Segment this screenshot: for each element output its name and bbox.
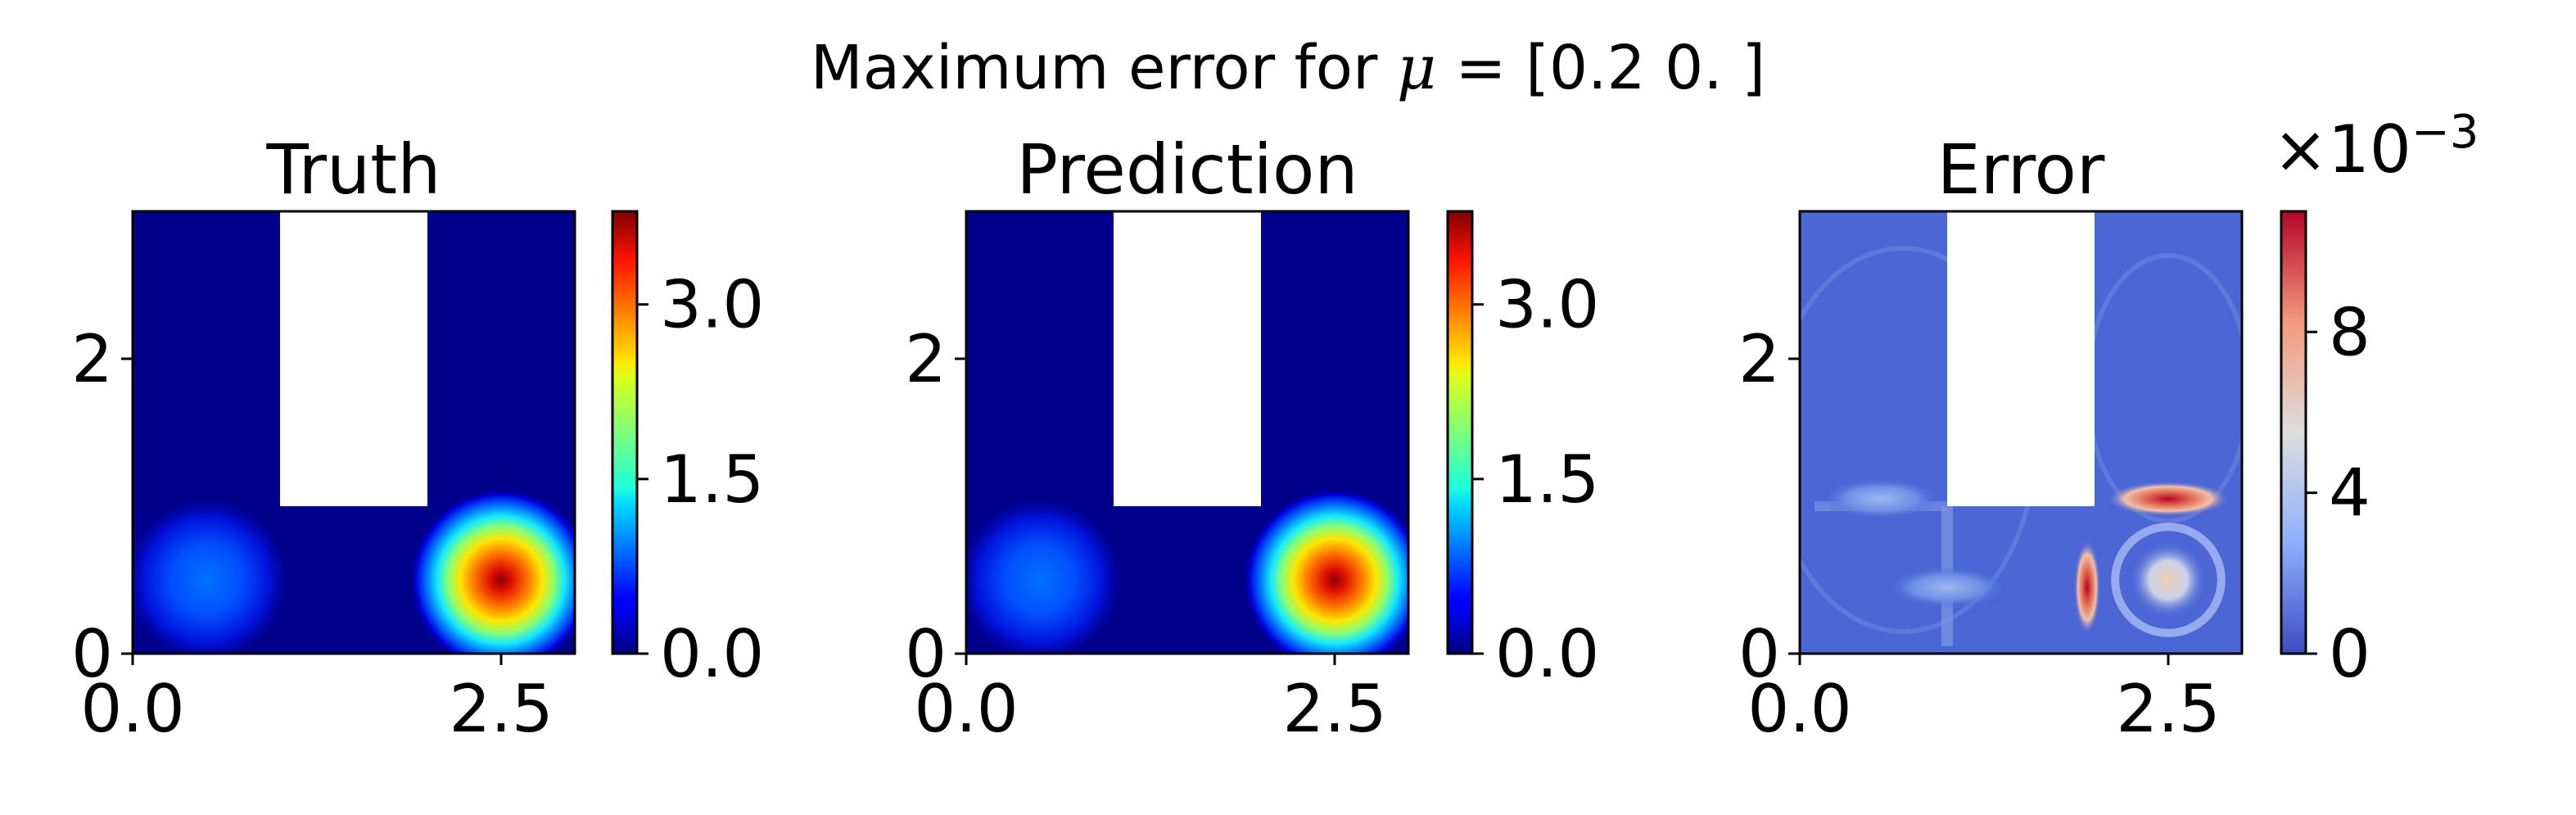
x-tick-label: 2.5 bbox=[2116, 671, 2220, 747]
colorbar-tick-label: 0.0 bbox=[1495, 616, 1599, 692]
x-tick-label: 0.0 bbox=[914, 671, 1018, 747]
masked-region bbox=[280, 211, 427, 506]
figure-title: Maximum error for μ = [0.2 0. ] bbox=[810, 33, 1766, 103]
masked-region bbox=[1947, 211, 2095, 506]
y-tick-label: 2 bbox=[905, 321, 947, 397]
error-hotspot-1 bbox=[2073, 540, 2101, 635]
heatmap-field bbox=[966, 211, 1408, 654]
heatmap-field bbox=[1800, 211, 2242, 654]
heat-source-1 bbox=[133, 494, 292, 654]
axes-frame bbox=[965, 210, 1410, 655]
panel-error: Error 0.0 2.5 0 2 0 4 8 ×10−3 bbox=[1738, 106, 2479, 747]
error-hotspot-5 bbox=[1888, 566, 2006, 609]
masked-region bbox=[1114, 211, 1261, 506]
error-ring bbox=[2111, 523, 2226, 637]
axes-frame bbox=[131, 210, 576, 655]
colorbar-frame bbox=[2280, 210, 2307, 655]
panel-title: Truth bbox=[266, 129, 441, 210]
x-tick-label: 2.5 bbox=[449, 671, 553, 747]
colorbar-multiplier: ×10−3 bbox=[2273, 106, 2479, 188]
x-tick-label: 2.5 bbox=[1282, 671, 1386, 747]
y-tick-label: 0 bbox=[71, 616, 113, 692]
colorbar-tick-label: 3.0 bbox=[660, 267, 764, 343]
y-tick-label: 2 bbox=[1738, 321, 1780, 397]
panel-title: Prediction bbox=[1016, 129, 1358, 210]
y-tick-label: 0 bbox=[905, 616, 947, 692]
x-tick-label: 0.0 bbox=[80, 671, 184, 747]
colorbar bbox=[2281, 211, 2306, 654]
y-tick-label: 2 bbox=[71, 321, 113, 397]
heat-source-2 bbox=[1243, 488, 1408, 654]
y-tick-label: 0 bbox=[1738, 616, 1780, 692]
colorbar-frame bbox=[1446, 210, 1474, 655]
panel-title: Error bbox=[1937, 129, 2105, 210]
colorbar-tick-label: 1.5 bbox=[1495, 441, 1599, 518]
colorbar-tick-label: 8 bbox=[2329, 294, 2370, 370]
error-hotspot-3 bbox=[2106, 481, 2230, 517]
mu-symbol: μ bbox=[1396, 33, 1437, 103]
heat-source-1 bbox=[966, 494, 1126, 654]
panel-truth: Truth 0.0 2.5 0 2 0.0 1.5 3.0 bbox=[71, 129, 764, 747]
colorbar bbox=[1448, 211, 1472, 654]
axes-frame bbox=[1798, 210, 2244, 655]
heat-source-2 bbox=[409, 488, 575, 654]
colorbar-tick-label: 0.0 bbox=[660, 616, 764, 692]
colorbar-tick-label: 4 bbox=[2329, 455, 2370, 532]
error-hotspot-2 bbox=[2130, 541, 2207, 618]
colorbar-tick-label: 1.5 bbox=[660, 441, 764, 518]
error-hotspot-4 bbox=[1822, 478, 1940, 520]
colorbar-frame bbox=[611, 210, 639, 655]
x-tick-label: 0.0 bbox=[1747, 671, 1851, 747]
heatmap-field bbox=[133, 211, 575, 654]
colorbar bbox=[612, 211, 637, 654]
colorbar-tick-label: 0 bbox=[2329, 616, 2370, 692]
panel-prediction: Prediction 0.0 2.5 0 2 0.0 1.5 3.0 bbox=[905, 129, 1599, 747]
colorbar-tick-label: 3.0 bbox=[1495, 267, 1599, 343]
